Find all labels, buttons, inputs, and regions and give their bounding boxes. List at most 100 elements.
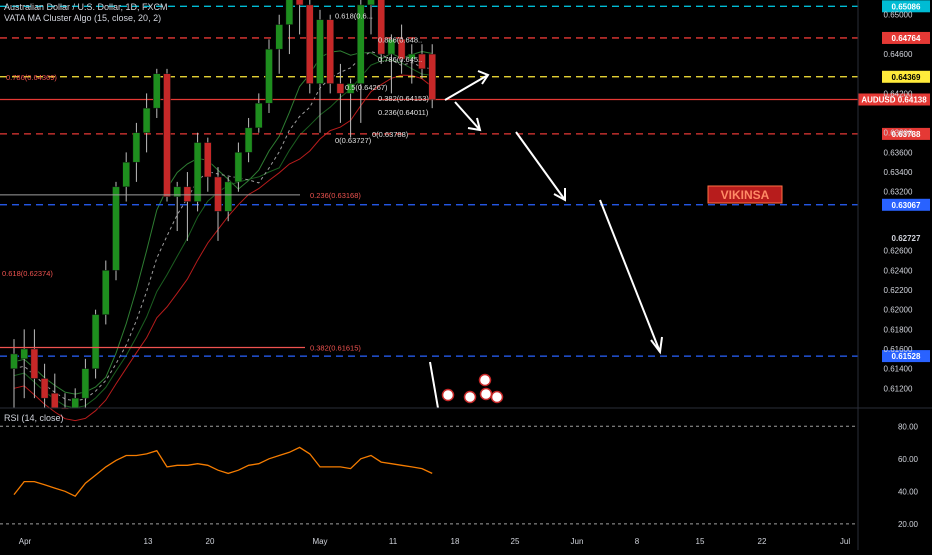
time-tick-label: 13 <box>144 537 153 546</box>
projection-arrow-shaft <box>599 199 661 353</box>
candle-body <box>173 186 181 197</box>
price-level-label: 0.63788 <box>892 130 921 139</box>
price-tick-label: 0.63800 <box>884 129 913 138</box>
time-tick-label: 25 <box>511 537 520 546</box>
projection-arrow-head <box>553 188 566 202</box>
price-tick-label: 0.62600 <box>884 247 913 256</box>
candle-body <box>132 132 141 163</box>
price-level-tag <box>882 350 930 363</box>
candle-body <box>214 176 222 212</box>
price-tick-label: 0.62000 <box>884 306 913 315</box>
watermark: VIKINSA <box>707 185 783 204</box>
candle <box>285 0 294 55</box>
rsi-tick-label: 20.00 <box>898 520 919 529</box>
candle <box>234 142 243 192</box>
time-tick-label: 22 <box>758 537 767 546</box>
candle-body <box>71 397 79 409</box>
candle <box>418 44 426 79</box>
candle-body <box>81 368 90 399</box>
candle <box>10 339 18 408</box>
candle-body <box>377 0 385 55</box>
time-tick-label: 20 <box>206 537 215 546</box>
fib-level-label: 0.886(0.648.. <box>378 35 422 44</box>
projection-arrows <box>429 70 663 409</box>
price-level-label: 0.65086 <box>892 2 921 11</box>
candle <box>91 309 100 379</box>
fib-level-label: 0(0.63727) <box>335 136 372 145</box>
price-level-tag <box>882 0 930 13</box>
moving-average-cluster <box>13 50 433 422</box>
price-tick-label: 0.63600 <box>884 148 913 157</box>
candle-body <box>275 24 283 50</box>
candle <box>214 167 222 241</box>
moving-average-line <box>13 74 433 422</box>
candle-body <box>387 39 396 55</box>
candles-layer <box>10 0 436 410</box>
candle-body <box>10 353 18 369</box>
time-tick-label: 8 <box>635 537 640 546</box>
candle <box>173 181 181 232</box>
candle <box>377 0 385 64</box>
price-level-label: AUDUSD 0.64138 <box>861 95 927 104</box>
price-level-tag <box>882 70 930 83</box>
candle <box>112 181 120 281</box>
rsi-line <box>13 446 433 498</box>
candle <box>183 172 192 241</box>
rsi-tick-label: 80.00 <box>898 422 919 431</box>
price-tick-label: 0.61200 <box>884 384 913 393</box>
candle-body <box>153 73 161 109</box>
indicator-title[interactable]: VATA MA Cluster Algo (15, close, 20, 2) <box>4 13 162 23</box>
candle <box>428 44 436 109</box>
candle <box>132 122 141 182</box>
candle-body <box>428 53 436 100</box>
candle <box>20 329 28 399</box>
symbol-title[interactable]: Australian Dollar / U.S. Dollar, 1D, FXC… <box>4 2 168 12</box>
candle-body <box>142 107 151 133</box>
candle-body <box>51 393 59 409</box>
candle <box>71 388 79 409</box>
candle <box>122 152 130 202</box>
candle <box>244 117 253 163</box>
fib-level-label: 0.236(0.64011) <box>378 108 429 117</box>
price-level-label: 0.64764 <box>892 34 921 43</box>
price-level-tag <box>882 127 930 140</box>
candle <box>295 0 304 35</box>
candle-body <box>306 4 314 84</box>
candle-body <box>397 39 406 60</box>
projection-arrow-head <box>477 70 490 85</box>
fib-level-label: 0.618(0.6... <box>335 12 373 21</box>
candle-body <box>295 0 304 6</box>
fib-level-label: 0.786(0.64369) <box>6 73 57 82</box>
candle-body <box>183 186 192 202</box>
candle <box>193 132 202 212</box>
candle-body <box>285 0 294 25</box>
candle <box>316 9 324 133</box>
candle-body <box>30 348 39 379</box>
price-tick-label: 0.63400 <box>884 168 913 177</box>
candle <box>51 373 59 409</box>
candle <box>40 363 49 408</box>
candle-body <box>326 19 334 84</box>
candle <box>204 137 212 192</box>
candle-body <box>122 161 130 188</box>
price-level-tag <box>858 93 930 106</box>
watermark-text: VIKINSA <box>721 188 770 202</box>
rsi-title[interactable]: RSI (14, close) <box>4 413 64 423</box>
candle <box>306 0 314 94</box>
horizontal-levels: 0.65086 0.64764 0.64369 AUDUSD 0.64138 0.637… <box>0 0 930 363</box>
fib-level-label: 0.786(0.645.. <box>378 55 422 64</box>
candle-body <box>244 127 253 153</box>
fib-level-label: 0.382(0.64153) <box>378 94 429 103</box>
candle-body <box>102 270 110 315</box>
price-level-label: 0.64369 <box>892 73 921 82</box>
rsi-tick-label: 40.00 <box>898 487 919 496</box>
time-tick-label: 15 <box>696 537 705 546</box>
candle-body <box>40 378 49 399</box>
candle <box>346 78 355 138</box>
candle-body <box>316 19 324 84</box>
candle <box>275 14 283 74</box>
price-level-label: 0.63067 <box>892 201 921 210</box>
candle-body <box>224 181 232 212</box>
projection-arrow-head <box>467 117 482 132</box>
candle <box>81 358 90 408</box>
